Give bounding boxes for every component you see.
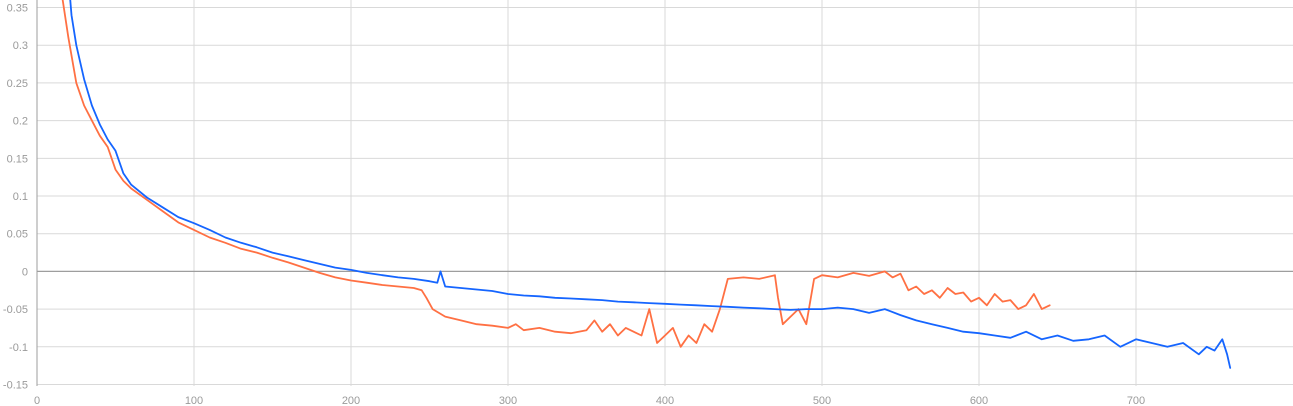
x-tick-label: 500 <box>813 395 831 406</box>
y-tick-label: 0.3 <box>13 40 28 52</box>
x-tick-label: 200 <box>342 395 360 406</box>
series-line-1 <box>61 0 1051 348</box>
grid-layer <box>36 0 1293 386</box>
x-tick-label: 300 <box>499 395 517 406</box>
y-tick-label: -0.1 <box>9 342 28 354</box>
y-tick-label: 0.35 <box>7 3 28 15</box>
y-tick-label: 0.05 <box>7 229 28 241</box>
x-tick-label: 700 <box>1127 395 1145 406</box>
y-tick-label: 0.2 <box>13 116 28 128</box>
x-tick-label: 100 <box>185 395 203 406</box>
y-tick-label: 0.15 <box>7 153 28 165</box>
y-tick-label: -0.05 <box>3 304 28 316</box>
y-tick-label: 0 <box>22 266 28 278</box>
x-tick-label: 400 <box>656 395 674 406</box>
x-tick-label: 0 <box>34 395 40 406</box>
y-tick-label: 0.25 <box>7 78 28 90</box>
series-layer <box>61 0 1232 369</box>
series-line-2 <box>69 0 1232 369</box>
y-tick-label: 0.1 <box>13 191 28 203</box>
y-tick-label: -0.15 <box>3 379 28 391</box>
x-tick-label: 600 <box>970 395 988 406</box>
tick-label-layer: 0 100 200 300 400 500 600 700 0.35 0.3 0.25 0.2 0.15… <box>3 3 1145 406</box>
